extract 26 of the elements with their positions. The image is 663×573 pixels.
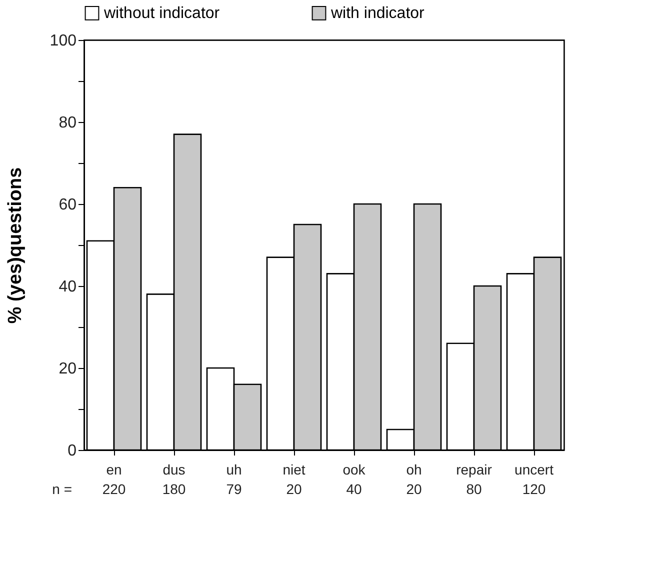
legend-label: with indicator	[330, 5, 426, 22]
x-tick-label: en	[106, 462, 122, 478]
text: 120	[522, 481, 546, 497]
text: 180	[162, 481, 186, 497]
x-tick-label: oh	[406, 462, 422, 478]
text: 20	[406, 481, 422, 497]
y-tick-label: 60	[58, 196, 77, 214]
text: 220	[102, 481, 126, 497]
x-tick-label: niet	[282, 462, 306, 478]
text: 79	[226, 481, 242, 497]
y-tick-label: 0	[68, 442, 77, 460]
x-tick-label: uh	[226, 462, 242, 478]
x-tick-label: dus	[162, 462, 186, 478]
x-tick-label: uncert	[514, 462, 554, 478]
y-axis-title: % (yes)questions	[4, 167, 26, 324]
text: 20	[286, 481, 302, 497]
x-tick-label: ook	[342, 462, 366, 478]
y-tick-label: 100	[50, 32, 77, 50]
text: n =	[52, 481, 72, 497]
text: 80	[466, 481, 482, 497]
legend-label: without indicator	[103, 5, 220, 22]
y-tick-label: 20	[58, 360, 77, 378]
text: 40	[346, 481, 362, 497]
y-tick-label: 80	[58, 114, 77, 132]
y-tick-label: 40	[58, 278, 77, 296]
x-tick-label: repair	[456, 462, 492, 478]
